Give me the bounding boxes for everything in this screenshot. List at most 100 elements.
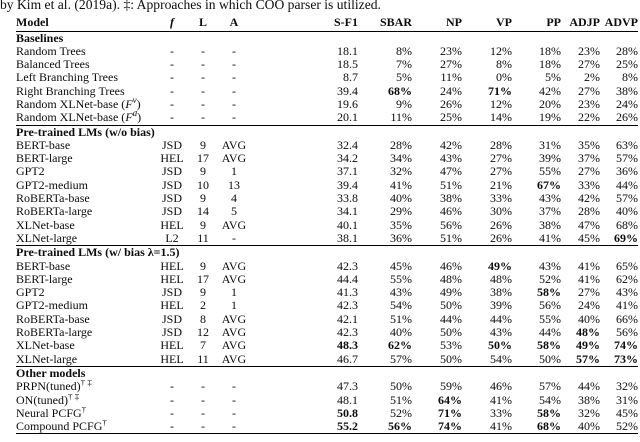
table-row: XLNet-large L2 11 - 38.1 36% 51% 26% 41% 45% 69% xyxy=(16,232,638,246)
model-name-part: XLNet-large xyxy=(16,352,78,366)
value-cell: 52% xyxy=(616,420,638,434)
value-cell: 45% xyxy=(390,259,412,273)
value-cell: 17 xyxy=(197,152,209,166)
table-row: RoBERTa-base JSD 9 4 33.8 40% 38% 33% 43% 42% 57% xyxy=(16,192,638,205)
value-cell: 25% xyxy=(616,58,638,72)
value-cell: 41% xyxy=(390,178,412,192)
value-cell: 54% xyxy=(539,393,561,407)
table-caption: by Kim et al. (2019a). ‡: Approaches in … xyxy=(0,0,640,13)
table-row: Left Branching Trees - - - 8.7 5% 11% 0% 5% 2% 8% xyxy=(16,71,638,84)
value-cell: 64% xyxy=(438,393,462,407)
value-cell: 49% xyxy=(488,259,512,273)
value-cell: 8% xyxy=(622,71,638,85)
table-row: Random XLNet-base (Fd) - - - 20.1 11% 25% 14% 19… xyxy=(16,111,638,125)
value-cell: 40% xyxy=(616,205,638,219)
value-cell: 40% xyxy=(390,192,412,206)
value-cell: 8% xyxy=(496,58,512,72)
value-cell: L2 xyxy=(165,231,179,245)
value-cell: 43% xyxy=(390,286,412,300)
model-name-part: Random XLNet-base ( xyxy=(16,97,126,111)
value-cell: AVG xyxy=(221,218,247,232)
value-cell: 50% xyxy=(488,339,512,353)
value-cell: 46% xyxy=(440,259,462,273)
value-cell: 50% xyxy=(390,380,412,394)
table-row: RoBERTa-base JSD 8 AVG 42.1 51% 44% 44% 55% 40% 66… xyxy=(16,313,638,326)
value-cell: - xyxy=(170,393,174,407)
value-cell: 29% xyxy=(390,205,412,219)
value-cell: 57% xyxy=(576,352,600,366)
value-cell: 23% xyxy=(578,97,600,111)
value-cell: JSD xyxy=(161,165,182,179)
value-cell: 7% xyxy=(396,58,412,72)
column-header: f xyxy=(152,15,192,32)
value-cell: - xyxy=(201,420,205,434)
value-cell: 74% xyxy=(438,420,462,434)
value-cell: 44% xyxy=(440,312,462,326)
value-cell: HEL xyxy=(160,218,184,232)
value-cell: 39% xyxy=(539,152,561,166)
table-row: PRPN(tuned)† ‡ - - - 47.3 50% 59% 46% 57% 44% 32% xyxy=(16,380,638,393)
model-name-part: v xyxy=(132,97,137,105)
model-name-part: XLNet-base xyxy=(16,218,75,232)
value-cell: 8% xyxy=(396,44,412,58)
model-name-part: Right Branching Trees xyxy=(16,84,125,98)
value-cell: - xyxy=(201,58,205,72)
value-cell: 41% xyxy=(490,393,512,407)
value-cell: 56% xyxy=(440,218,462,232)
model-name-cell: ON(tuned)† ‡ xyxy=(16,394,152,407)
model-name-part: RoBERTa-large xyxy=(16,205,93,219)
model-name-part: † ‡ xyxy=(67,393,80,401)
model-name-part: Neural PCFG xyxy=(16,406,82,420)
section-row: Pre-trained LMs (w/o bias) xyxy=(16,124,638,139)
value-cell: 46% xyxy=(440,205,462,219)
model-name-cell: XLNet-base xyxy=(16,219,152,232)
value-cell: 8 xyxy=(200,312,206,326)
value-cell: 9 xyxy=(200,218,206,232)
value-cell: 48.3 xyxy=(337,339,358,353)
model-name-cell: GPT2 xyxy=(16,286,152,299)
value-cell: 9 xyxy=(200,259,206,273)
value-cell: 24% xyxy=(440,84,462,98)
value-cell: 31% xyxy=(539,138,561,152)
model-name-cell: BERT-base xyxy=(16,260,152,273)
table-row: RoBERTa-large JSD 12 AVG 42.3 40% 50% 43% 44% 48%… xyxy=(16,326,638,339)
value-cell: 57% xyxy=(539,380,561,394)
value-cell: 28% xyxy=(616,44,638,58)
value-cell: 65% xyxy=(616,259,638,273)
value-cell: - xyxy=(170,58,174,72)
value-cell: 1 xyxy=(231,299,237,313)
value-cell: - xyxy=(201,84,205,98)
value-cell: 27% xyxy=(578,58,600,72)
value-cell: - xyxy=(170,406,174,420)
value-cell: 27% xyxy=(578,165,600,179)
section-row: Baselines xyxy=(16,31,638,45)
value-cell: 8.7 xyxy=(343,71,358,85)
value-cell: 31% xyxy=(616,393,638,407)
value-cell: 34.2 xyxy=(337,152,358,166)
value-cell: 20% xyxy=(539,97,561,111)
value-cell: 57% xyxy=(390,352,412,366)
model-name-cell: Balanced Trees xyxy=(16,58,152,71)
value-cell: HEL xyxy=(160,152,184,166)
table-header: Model f L A S-F1 SBAR NP VP PP ADJP ADVP xyxy=(16,15,638,32)
value-cell: 26% xyxy=(440,97,462,111)
value-cell: 1 xyxy=(231,286,237,300)
value-cell: 51% xyxy=(440,231,462,245)
value-cell: 53% xyxy=(440,339,462,353)
value-cell: 24% xyxy=(578,299,600,313)
value-cell: AVG xyxy=(221,138,247,152)
value-cell: 43% xyxy=(616,286,638,300)
column-header: NP xyxy=(412,15,462,32)
column-header: ADJP xyxy=(561,15,600,32)
model-name-cell: RoBERTa-base xyxy=(16,313,152,326)
value-cell: - xyxy=(201,380,205,394)
model-name-part: Left Branching Trees xyxy=(16,71,118,85)
value-cell: 51% xyxy=(390,312,412,326)
value-cell: 11 xyxy=(197,352,209,366)
value-cell: - xyxy=(232,231,236,245)
value-cell: 24% xyxy=(616,97,638,111)
model-name-cell: Compound PCFG† xyxy=(16,420,152,434)
value-cell: 28% xyxy=(390,138,412,152)
value-cell: 18.5 xyxy=(337,58,358,72)
value-cell: 48.1 xyxy=(337,393,358,407)
